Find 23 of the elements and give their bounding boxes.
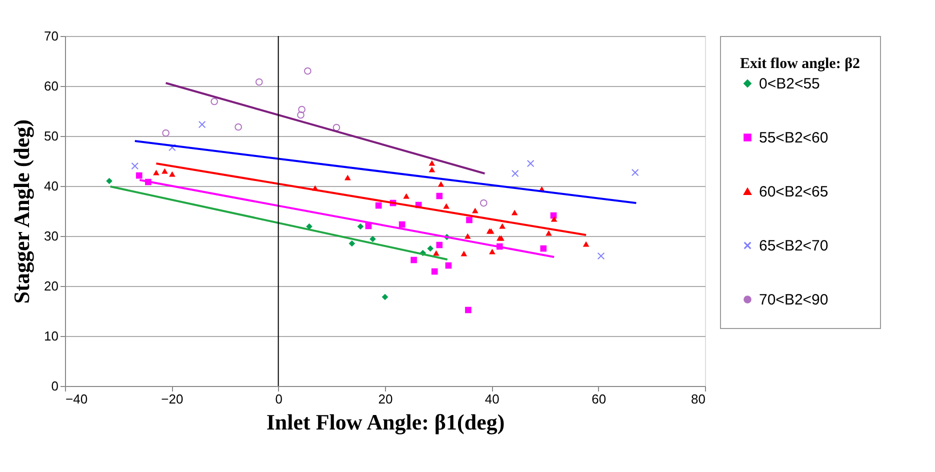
legend-label: 70<B2<90 xyxy=(759,292,828,308)
y-axis-title: Stagger Angle (deg) xyxy=(9,119,34,304)
x-tick-label: 20 xyxy=(378,392,393,406)
x-tick-label: 60 xyxy=(592,392,606,406)
x-tick-label: −40 xyxy=(66,392,88,406)
x-tick-label: −20 xyxy=(161,392,184,406)
y-tick-label: 70 xyxy=(44,28,58,44)
y-tick-label: 40 xyxy=(44,178,58,194)
x-tick-label: 0 xyxy=(275,392,282,406)
legend-label: 55<B2<60 xyxy=(759,130,828,146)
y-tick-label: 50 xyxy=(44,128,58,144)
x-tick-label: 40 xyxy=(484,392,500,406)
legend-label: 65<B2<70 xyxy=(759,238,828,254)
y-tick-label: 0 xyxy=(51,378,58,394)
y-tick-label: 10 xyxy=(44,328,58,344)
y-tick-label: 60 xyxy=(44,78,58,94)
y-tick-label: 30 xyxy=(44,228,58,244)
x-tick-label: 80 xyxy=(691,392,706,406)
legend-label: 0<B2<55 xyxy=(759,76,820,92)
legend-label: 60<B2<65 xyxy=(759,184,828,200)
x-axis-title: Inlet Flow Angle: β1(deg) xyxy=(266,410,505,434)
legend-title: Exit flow angle: β2 xyxy=(740,56,860,72)
y-tick-label: 20 xyxy=(44,278,58,294)
